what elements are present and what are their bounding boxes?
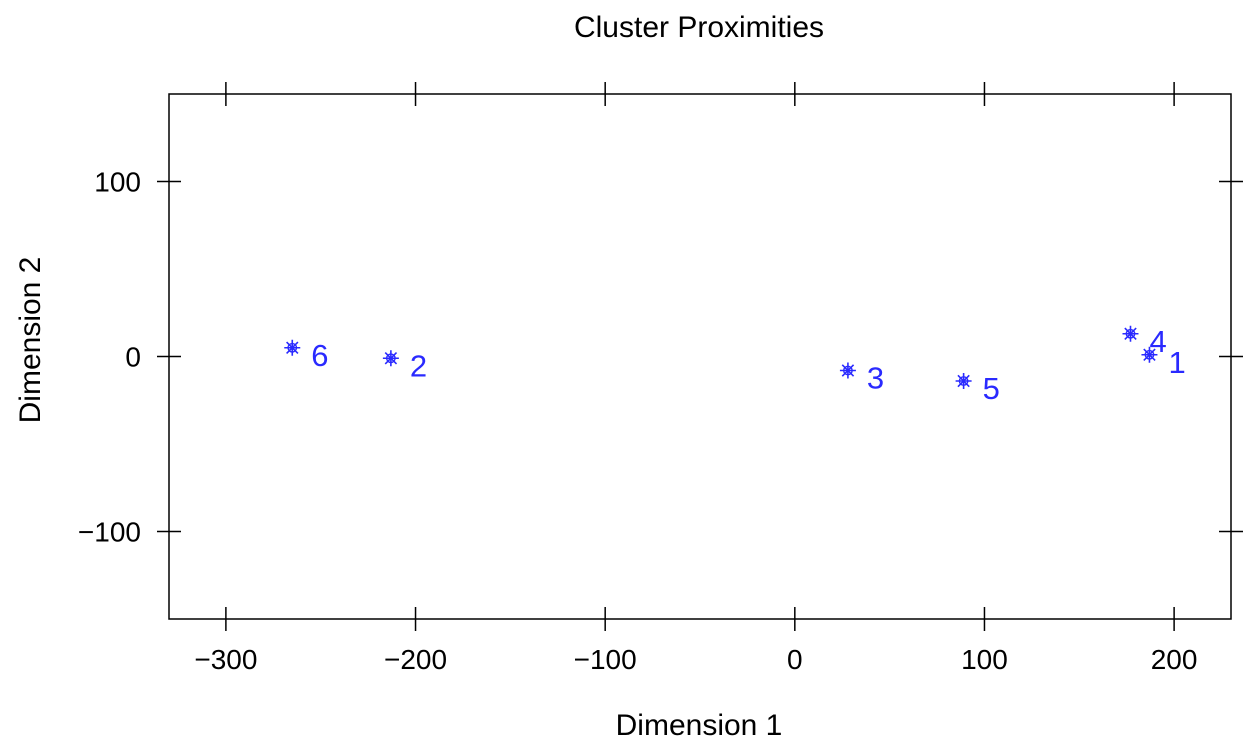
y-axis-ticks: −100 0 100: [78, 167, 1243, 548]
point-marker-5: [955, 373, 972, 389]
y-tick-label: −100: [78, 517, 141, 548]
x-tick-label: −100: [574, 644, 637, 675]
point-marker-2: [382, 350, 399, 367]
point-label-5: 5: [983, 371, 1000, 406]
x-tick-label: −200: [384, 644, 447, 675]
y-tick-label: 0: [125, 342, 141, 373]
point-label-6: 6: [311, 338, 328, 373]
point-label-1: 1: [1168, 345, 1185, 380]
point-marker-6: [284, 339, 301, 356]
point-label-2: 2: [410, 348, 427, 383]
point-marker-1: [1141, 346, 1158, 363]
data-points: 1 2 3 4 5 6: [284, 324, 1186, 406]
x-axis-label: Dimension 1: [616, 709, 783, 742]
point-marker-3: [839, 362, 856, 379]
chart-title: Cluster Proximities: [574, 11, 824, 44]
x-tick-label: 100: [961, 644, 1008, 675]
point-label-3: 3: [867, 361, 884, 396]
y-tick-label: 100: [94, 167, 141, 198]
y-axis-label: Dimension 2: [14, 257, 47, 424]
x-tick-label: −300: [194, 644, 257, 675]
point-label-4: 4: [1149, 324, 1166, 359]
x-axis-ticks: −300 −200 −100 0 100 200: [194, 82, 1197, 675]
x-tick-label: 200: [1151, 644, 1198, 675]
point-marker-4: [1122, 325, 1139, 342]
x-tick-label: 0: [787, 644, 803, 675]
